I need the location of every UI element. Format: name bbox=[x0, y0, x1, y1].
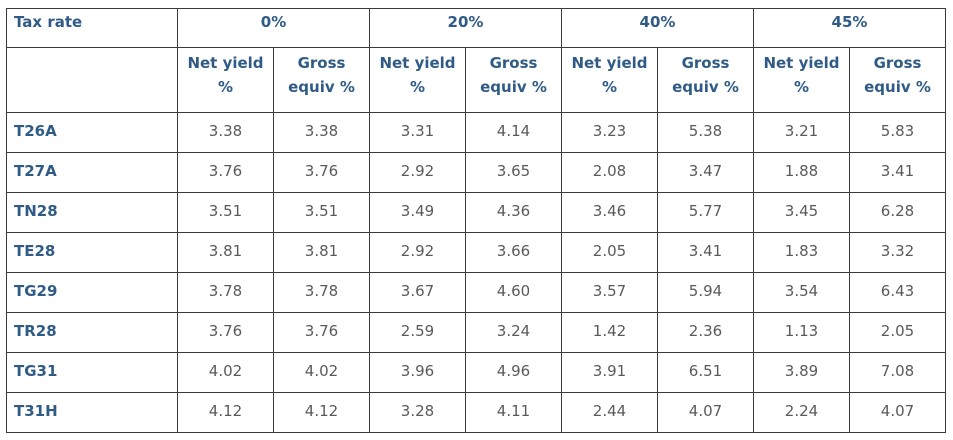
value-cell: 3.23 bbox=[561, 112, 658, 153]
value-cell: 3.76 bbox=[273, 152, 370, 193]
value-cell: 3.31 bbox=[369, 112, 466, 153]
column-header: Gross equiv % bbox=[273, 47, 370, 113]
row-label: TR28 bbox=[6, 312, 178, 353]
column-header: Net yield % bbox=[177, 47, 274, 113]
tax-rate-header: 45% bbox=[753, 8, 946, 48]
table-row: TN28 3.51 3.51 3.49 4.36 3.46 5.77 3.45 6.28 bbox=[6, 192, 946, 233]
table-row: T27A 3.76 3.76 2.92 3.65 2.08 3.47 1.88 3.41 bbox=[6, 152, 946, 193]
value-cell: 4.36 bbox=[465, 192, 562, 233]
table-row: T31H 4.12 4.12 3.28 4.11 2.44 4.07 2.24 4.07 bbox=[6, 392, 946, 433]
value-cell: 3.76 bbox=[273, 312, 370, 353]
value-cell: 3.78 bbox=[273, 272, 370, 313]
value-cell: 1.13 bbox=[753, 312, 850, 353]
table-row: TR28 3.76 3.76 2.59 3.24 1.42 2.36 1.13 2.05 bbox=[6, 312, 946, 353]
tax-rate-header: 40% bbox=[561, 8, 754, 48]
value-cell: 3.81 bbox=[177, 232, 274, 273]
value-cell: 2.44 bbox=[561, 392, 658, 433]
value-cell: 3.67 bbox=[369, 272, 466, 313]
row-label: TE28 bbox=[6, 232, 178, 273]
value-cell: 4.12 bbox=[273, 392, 370, 433]
value-cell: 4.02 bbox=[177, 352, 274, 393]
value-cell: 3.49 bbox=[369, 192, 466, 233]
row-label: TG31 bbox=[6, 352, 178, 393]
value-cell: 2.05 bbox=[561, 232, 658, 273]
table-body: T26A 3.38 3.38 3.31 4.14 3.23 5.38 3.21 5.83 T27A… bbox=[6, 112, 946, 433]
value-cell: 6.43 bbox=[849, 272, 946, 313]
column-header: Net yield % bbox=[561, 47, 658, 113]
value-cell: 6.51 bbox=[657, 352, 754, 393]
value-cell: 4.02 bbox=[273, 352, 370, 393]
tax-rate-header: 0% bbox=[177, 8, 370, 48]
value-cell: 3.54 bbox=[753, 272, 850, 313]
value-cell: 3.46 bbox=[561, 192, 658, 233]
header-row: Tax rate 0% 20% 40% 45% bbox=[6, 8, 946, 48]
value-cell: 3.78 bbox=[177, 272, 274, 313]
column-header: Gross equiv % bbox=[465, 47, 562, 113]
value-cell: 4.96 bbox=[465, 352, 562, 393]
value-cell: 2.05 bbox=[849, 312, 946, 353]
value-cell: 3.38 bbox=[177, 112, 274, 153]
row-label: T31H bbox=[6, 392, 178, 433]
value-cell: 1.42 bbox=[561, 312, 658, 353]
table-row: TG31 4.02 4.02 3.96 4.96 3.91 6.51 3.89 7.08 bbox=[6, 352, 946, 393]
table-row: TG29 3.78 3.78 3.67 4.60 3.57 5.94 3.54 6.43 bbox=[6, 272, 946, 313]
value-cell: 7.08 bbox=[849, 352, 946, 393]
value-cell: 3.96 bbox=[369, 352, 466, 393]
table-row: T26A 3.38 3.38 3.31 4.14 3.23 5.38 3.21 5.83 bbox=[6, 112, 946, 153]
subheader-row: Net yield % Gross equiv % Net yield % Gross… bbox=[6, 47, 946, 113]
column-header: Net yield % bbox=[753, 47, 850, 113]
value-cell: 5.94 bbox=[657, 272, 754, 313]
row-label: T26A bbox=[6, 112, 178, 153]
value-cell: 2.24 bbox=[753, 392, 850, 433]
value-cell: 2.08 bbox=[561, 152, 658, 193]
row-header-title: Tax rate bbox=[6, 8, 178, 48]
value-cell: 3.45 bbox=[753, 192, 850, 233]
value-cell: 3.65 bbox=[465, 152, 562, 193]
value-cell: 2.59 bbox=[369, 312, 466, 353]
value-cell: 4.14 bbox=[465, 112, 562, 153]
column-header: Gross equiv % bbox=[657, 47, 754, 113]
value-cell: 3.76 bbox=[177, 312, 274, 353]
row-label: T27A bbox=[6, 152, 178, 193]
value-cell: 3.38 bbox=[273, 112, 370, 153]
value-cell: 3.24 bbox=[465, 312, 562, 353]
value-cell: 3.76 bbox=[177, 152, 274, 193]
value-cell: 3.41 bbox=[657, 232, 754, 273]
value-cell: 5.77 bbox=[657, 192, 754, 233]
value-cell: 1.88 bbox=[753, 152, 850, 193]
value-cell: 3.57 bbox=[561, 272, 658, 313]
value-cell: 6.28 bbox=[849, 192, 946, 233]
value-cell: 3.51 bbox=[273, 192, 370, 233]
value-cell: 4.60 bbox=[465, 272, 562, 313]
value-cell: 3.51 bbox=[177, 192, 274, 233]
value-cell: 3.21 bbox=[753, 112, 850, 153]
row-label: TG29 bbox=[6, 272, 178, 313]
value-cell: 5.38 bbox=[657, 112, 754, 153]
value-cell: 2.92 bbox=[369, 152, 466, 193]
value-cell: 3.66 bbox=[465, 232, 562, 273]
value-cell: 2.36 bbox=[657, 312, 754, 353]
value-cell: 4.12 bbox=[177, 392, 274, 433]
value-cell: 3.28 bbox=[369, 392, 466, 433]
value-cell: 3.81 bbox=[273, 232, 370, 273]
value-cell: 3.89 bbox=[753, 352, 850, 393]
value-cell: 2.92 bbox=[369, 232, 466, 273]
value-cell: 3.41 bbox=[849, 152, 946, 193]
row-label: TN28 bbox=[6, 192, 178, 233]
empty-cell bbox=[6, 47, 178, 113]
value-cell: 5.83 bbox=[849, 112, 946, 153]
value-cell: 4.07 bbox=[849, 392, 946, 433]
value-cell: 3.91 bbox=[561, 352, 658, 393]
value-cell: 3.47 bbox=[657, 152, 754, 193]
value-cell: 4.11 bbox=[465, 392, 562, 433]
yield-table: Tax rate 0% 20% 40% 45% Net yield % Gross equ… bbox=[6, 8, 946, 433]
value-cell: 4.07 bbox=[657, 392, 754, 433]
value-cell: 1.83 bbox=[753, 232, 850, 273]
table-row: TE28 3.81 3.81 2.92 3.66 2.05 3.41 1.83 3.32 bbox=[6, 232, 946, 273]
column-header: Net yield % bbox=[369, 47, 466, 113]
column-header: Gross equiv % bbox=[849, 47, 946, 113]
tax-rate-header: 20% bbox=[369, 8, 562, 48]
value-cell: 3.32 bbox=[849, 232, 946, 273]
